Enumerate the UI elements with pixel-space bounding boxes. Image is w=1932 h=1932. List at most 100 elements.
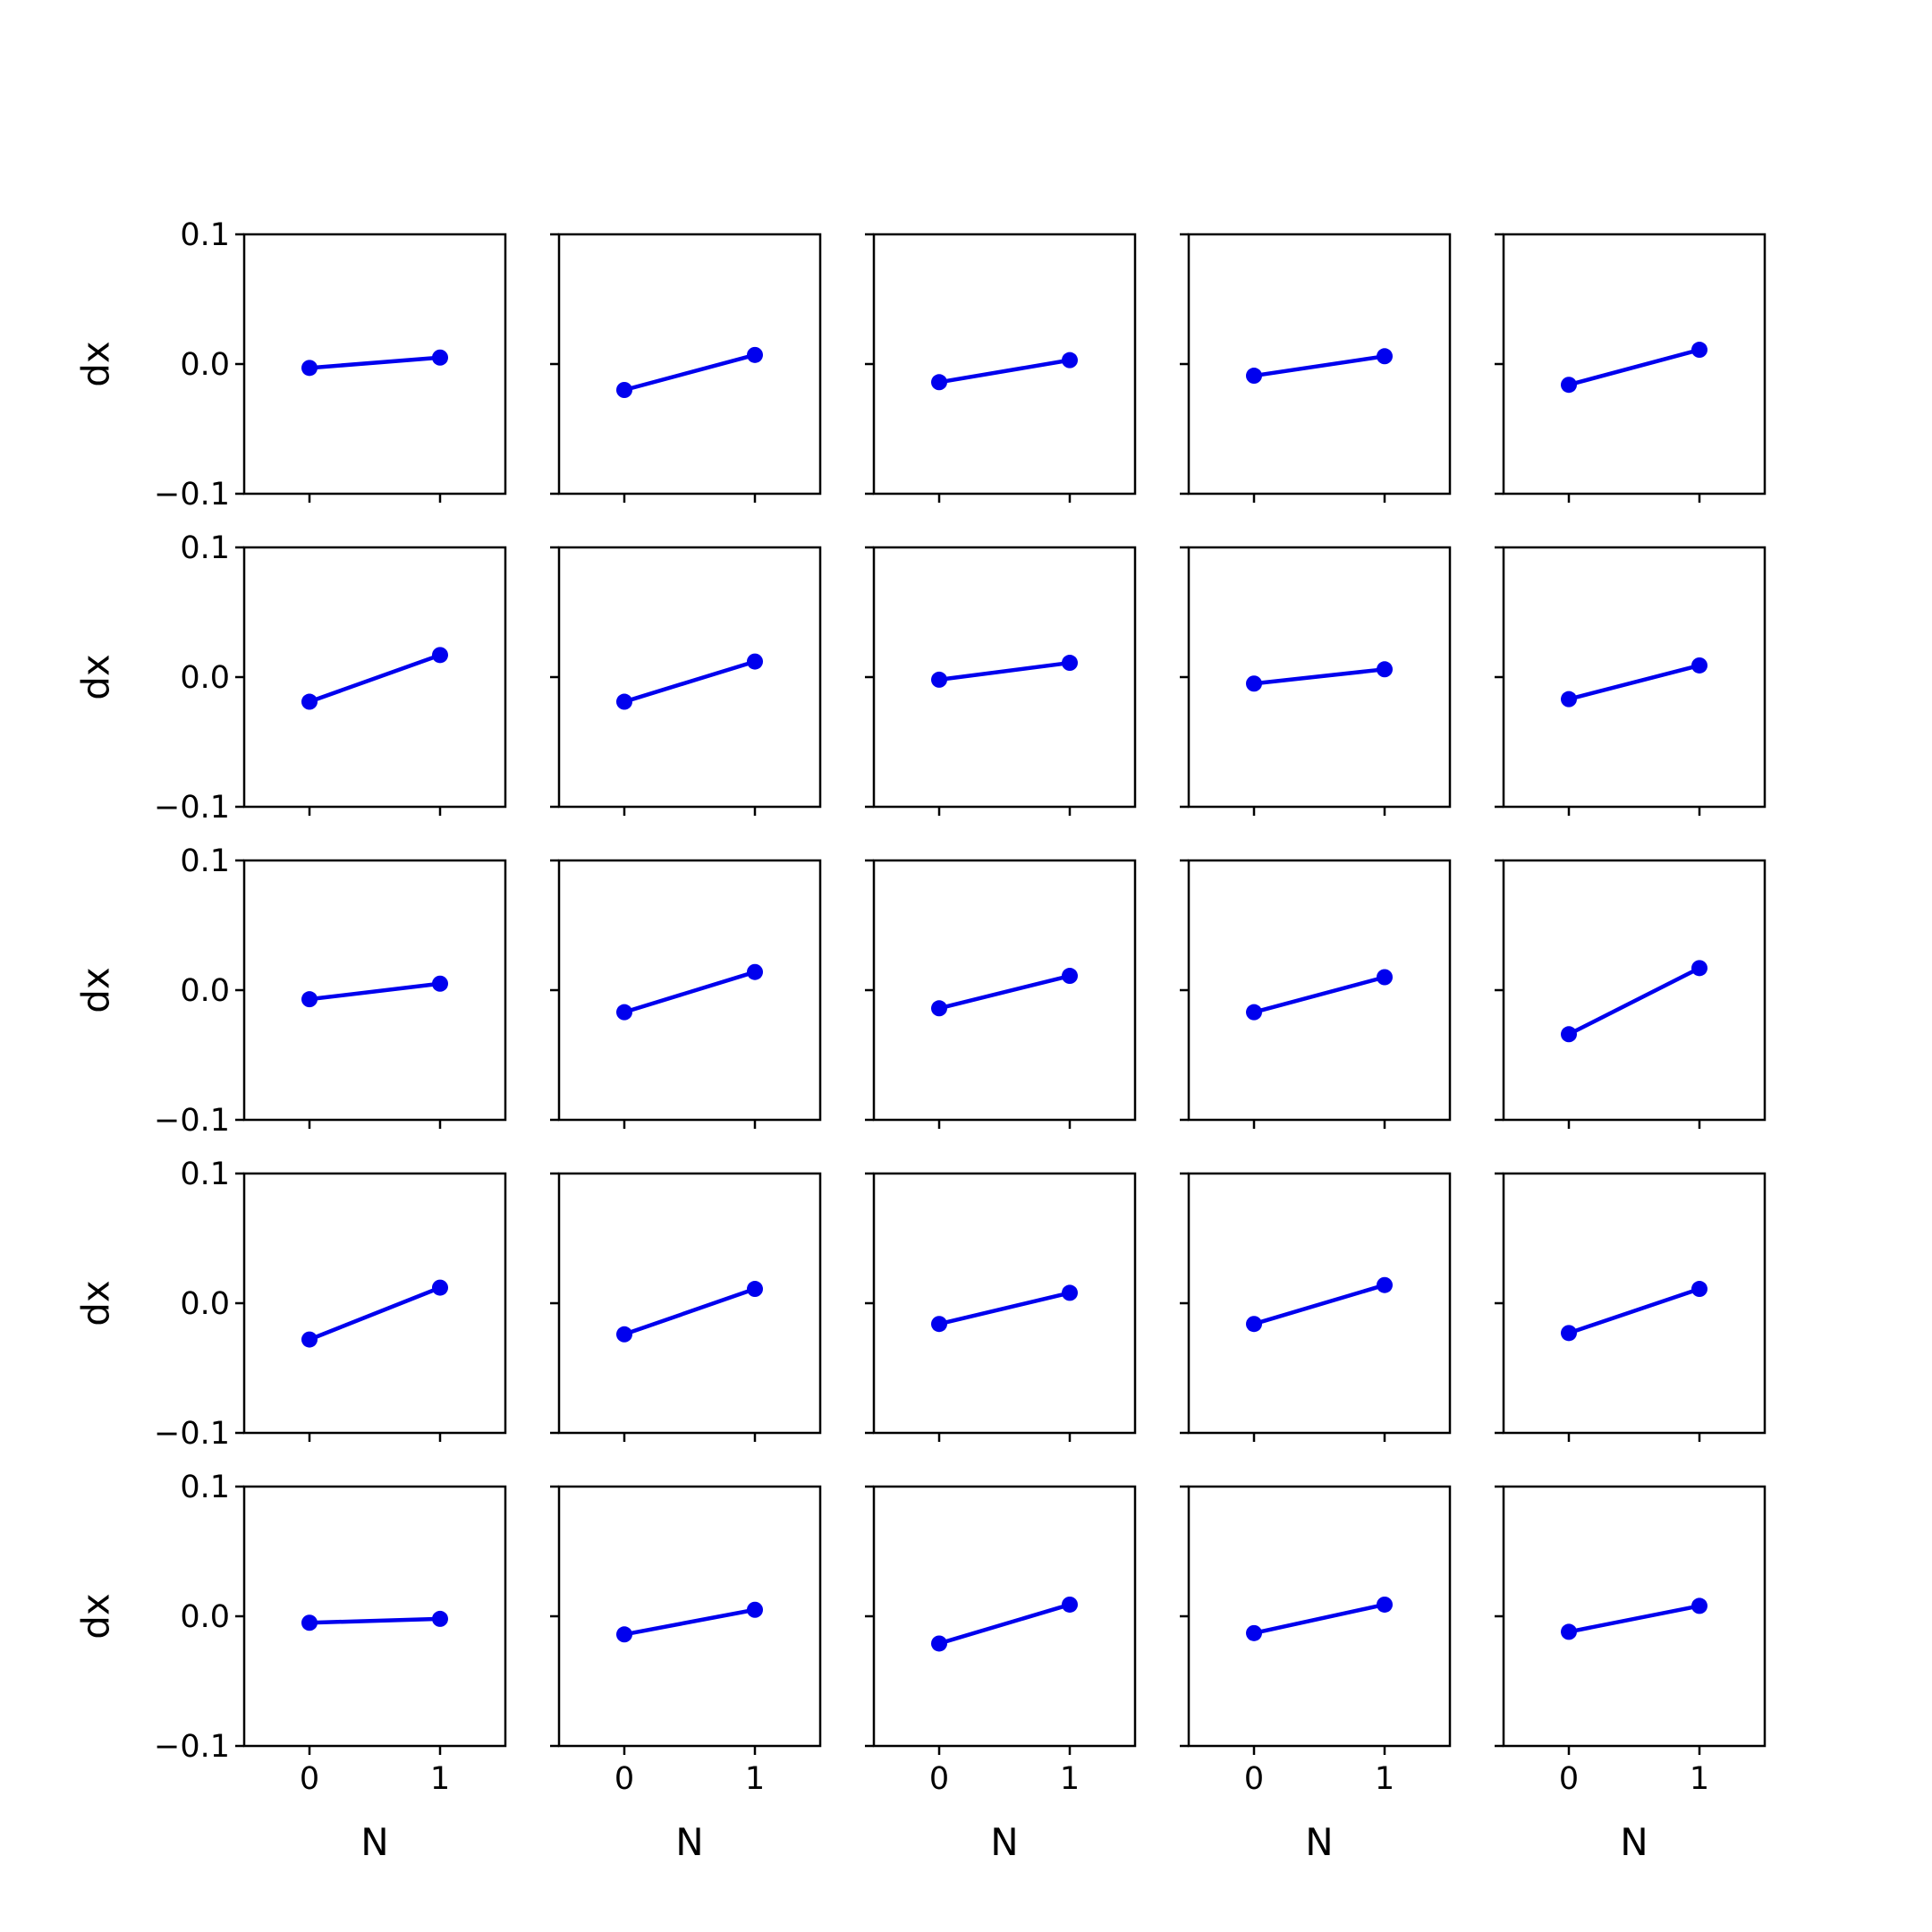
series-line (1568, 663, 1700, 701)
y-tick-label: 0.0 (180, 1286, 230, 1322)
subplot-r3-c1: −0.1 0.0 0.1 dx (74, 843, 507, 1139)
y-axis-label: dx (74, 1593, 118, 1640)
x-axis-label: N (990, 1820, 1018, 1864)
subplot-grid: −0.10.00.1dx−0.10.00.1dx−0.10.00.1dx−0.1… (74, 217, 1767, 1864)
y-axis-label: dx (74, 967, 118, 1013)
data-point (1691, 342, 1707, 359)
data-point (1062, 655, 1078, 672)
axes-frame (872, 1485, 1137, 1748)
x-tick-label: 1 (1690, 1761, 1709, 1797)
data-point (747, 346, 763, 363)
y-tick-label: −0.1 (154, 1416, 230, 1452)
data-point (1377, 969, 1393, 986)
axes-frame (1502, 233, 1767, 496)
subplot-r5-c2: 0 1 N (550, 1485, 822, 1864)
y-tick-label: 0.1 (180, 530, 230, 566)
series-line (309, 653, 441, 704)
x-tick-label: 1 (430, 1761, 450, 1797)
data-point (301, 991, 318, 1008)
series-line (938, 1291, 1071, 1326)
subplot-r4-c5 (1495, 1172, 1767, 1442)
data-point (301, 693, 318, 710)
series-line (938, 1602, 1071, 1646)
x-axis-label: N (1620, 1820, 1648, 1864)
data-point (1691, 657, 1707, 674)
data-point (616, 382, 632, 398)
subplot-r4-c2 (550, 1172, 822, 1442)
axes-frame (557, 546, 822, 809)
data-point (931, 374, 947, 391)
axes-frame (557, 1485, 822, 1748)
y-tick-label: 0.1 (180, 843, 230, 879)
x-tick-label: 0 (1559, 1761, 1579, 1797)
axes-frame (242, 233, 507, 496)
data-point (1062, 968, 1078, 985)
data-point (432, 1610, 448, 1627)
x-tick-label: 1 (1375, 1761, 1394, 1797)
series-line (1567, 966, 1701, 1037)
series-line (1253, 975, 1385, 1014)
data-point (747, 653, 763, 670)
subplot-r5-c1: 0 1 −0.1 0.0 0.1 dx N (74, 1470, 507, 1864)
y-tick-label: 0.1 (180, 217, 230, 253)
data-point (432, 647, 448, 664)
x-tick-label: 0 (614, 1761, 634, 1797)
subplot-r2-c2 (550, 546, 822, 816)
data-point (616, 1626, 632, 1643)
y-tick-label: 0.0 (180, 1599, 230, 1635)
subplot-r1-c1: −0.1 0.0 0.1 dx (74, 217, 507, 513)
data-point (1561, 1026, 1577, 1043)
data-point (616, 1004, 632, 1021)
axes-frame (557, 233, 822, 496)
y-axis-label: dx (74, 341, 118, 387)
axes-frame (242, 1172, 507, 1435)
axes-frame (872, 546, 1137, 809)
series-line (623, 352, 756, 393)
subplot-r1-c4 (1180, 233, 1452, 503)
axes-frame (557, 1172, 822, 1435)
series-line (1568, 1604, 1700, 1634)
data-point (1561, 1623, 1577, 1640)
data-point (1561, 691, 1577, 708)
series-line (1568, 1286, 1700, 1335)
data-point (301, 1614, 318, 1631)
subplot-r2-c3 (865, 546, 1137, 816)
data-point (432, 975, 448, 992)
y-axis-label: dx (74, 654, 118, 700)
data-point (1246, 1624, 1262, 1641)
subplot-r4-c3 (865, 1172, 1137, 1442)
data-point (1246, 368, 1262, 385)
y-tick-label: −0.1 (154, 1103, 230, 1139)
series-line (1253, 354, 1385, 378)
y-tick-label: −0.1 (154, 477, 230, 513)
data-point (1691, 1281, 1707, 1298)
axes-frame (872, 1172, 1137, 1435)
axes-frame (1502, 546, 1767, 809)
y-axis-label: dx (74, 1280, 118, 1326)
axes-frame (1187, 546, 1452, 809)
series-line (623, 1286, 756, 1336)
subplot-r3-c3 (865, 859, 1137, 1129)
series-line (623, 1607, 756, 1637)
axes-frame (1502, 1172, 1767, 1435)
data-point (1246, 1004, 1262, 1021)
subplot-r2-c4 (1180, 546, 1452, 816)
y-tick-label: 0.1 (180, 1470, 230, 1505)
series-line (309, 355, 441, 370)
data-point (931, 1635, 947, 1652)
data-point (931, 1000, 947, 1017)
axes-frame (242, 859, 507, 1122)
axes-frame (242, 1485, 507, 1748)
subplot-r5-c5: 0 1 N (1495, 1485, 1767, 1864)
axes-frame (1187, 859, 1452, 1122)
data-point (432, 349, 448, 366)
subplot-r4-c1: −0.1 0.0 0.1 dx (74, 1157, 507, 1452)
axes-frame (242, 546, 507, 809)
axes-frame (1187, 1172, 1452, 1435)
y-tick-label: 0.1 (180, 1157, 230, 1192)
subplot-r5-c3: 0 1 N (865, 1485, 1137, 1864)
y-tick-label: −0.1 (154, 1729, 230, 1765)
y-tick-label: 0.0 (180, 347, 230, 383)
subplot-r1-c3 (865, 233, 1137, 503)
